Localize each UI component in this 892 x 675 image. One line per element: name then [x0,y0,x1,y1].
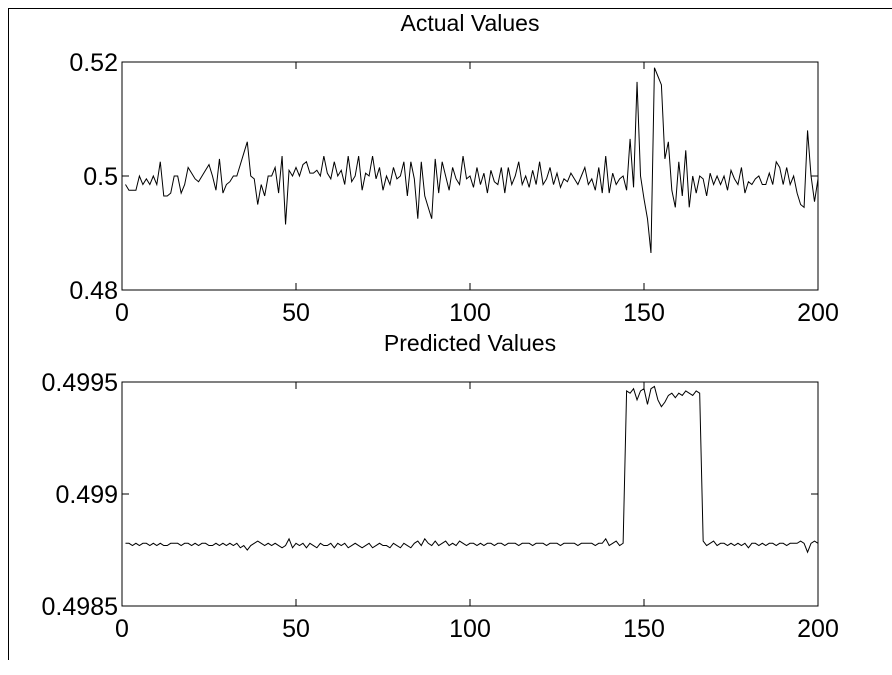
x-tick-label: 150 [623,615,665,643]
x-tick-label: 50 [282,299,310,327]
x-tick-label: 0 [115,615,129,643]
data-line [125,67,819,254]
y-tick-label: 0.4985 [42,593,118,621]
y-tick-label: 0.4995 [42,369,118,397]
chart-title: Actual Values [401,10,540,36]
x-tick-label: 150 [623,299,665,327]
y-tick-label: 0.52 [69,49,118,77]
y-tick-label: 0.5 [83,163,118,191]
data-line [125,385,819,554]
y-tick-label: 0.499 [55,481,118,509]
x-tick-label: 200 [797,299,839,327]
chart-title: Predicted Values [384,330,556,356]
axes-box [121,381,819,607]
x-tick-label: 200 [797,615,839,643]
x-tick-label: 50 [282,615,310,643]
x-tick-label: 100 [449,299,491,327]
y-tick-label: 0.48 [69,277,118,305]
x-tick-label: 100 [449,615,491,643]
x-tick-label: 0 [115,299,129,327]
